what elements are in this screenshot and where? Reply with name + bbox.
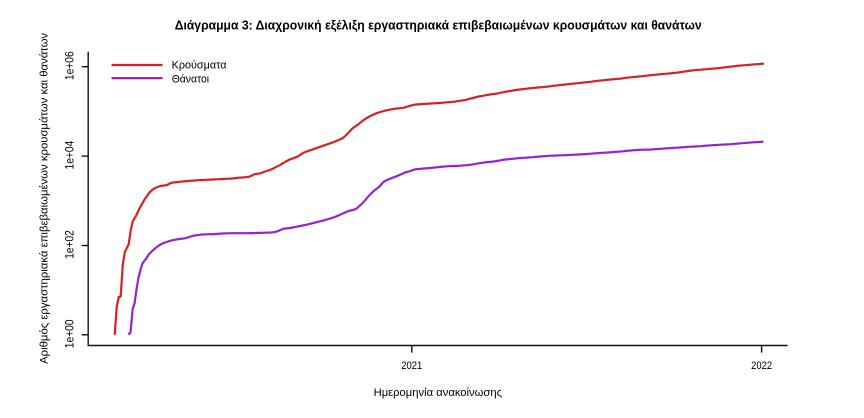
svg-text:1e+00: 1e+00 — [64, 319, 76, 348]
svg-text:2021: 2021 — [401, 360, 422, 372]
svg-text:1e+04: 1e+04 — [64, 140, 76, 169]
svg-text:Ημερομηνία ανακοίνωσης: Ημερομηνία ανακοίνωσης — [374, 387, 502, 399]
svg-text:Θάνατοι: Θάνατοι — [172, 73, 210, 85]
svg-text:1e+02: 1e+02 — [64, 230, 76, 259]
svg-text:1e+06: 1e+06 — [64, 51, 76, 80]
svg-text:Διάγραμμα 3: Διαχρονική εξέλιξ: Διάγραμμα 3: Διαχρονική εξέλιξη εργαστηρ… — [175, 18, 702, 33]
svg-text:2022: 2022 — [751, 360, 772, 372]
svg-text:Αριθμός εργαστηριακά επιβεβαιω: Αριθμός εργαστηριακά επιβεβαιωμένων κρου… — [38, 33, 50, 364]
svg-text:Κρούσματα: Κρούσματα — [172, 59, 228, 71]
